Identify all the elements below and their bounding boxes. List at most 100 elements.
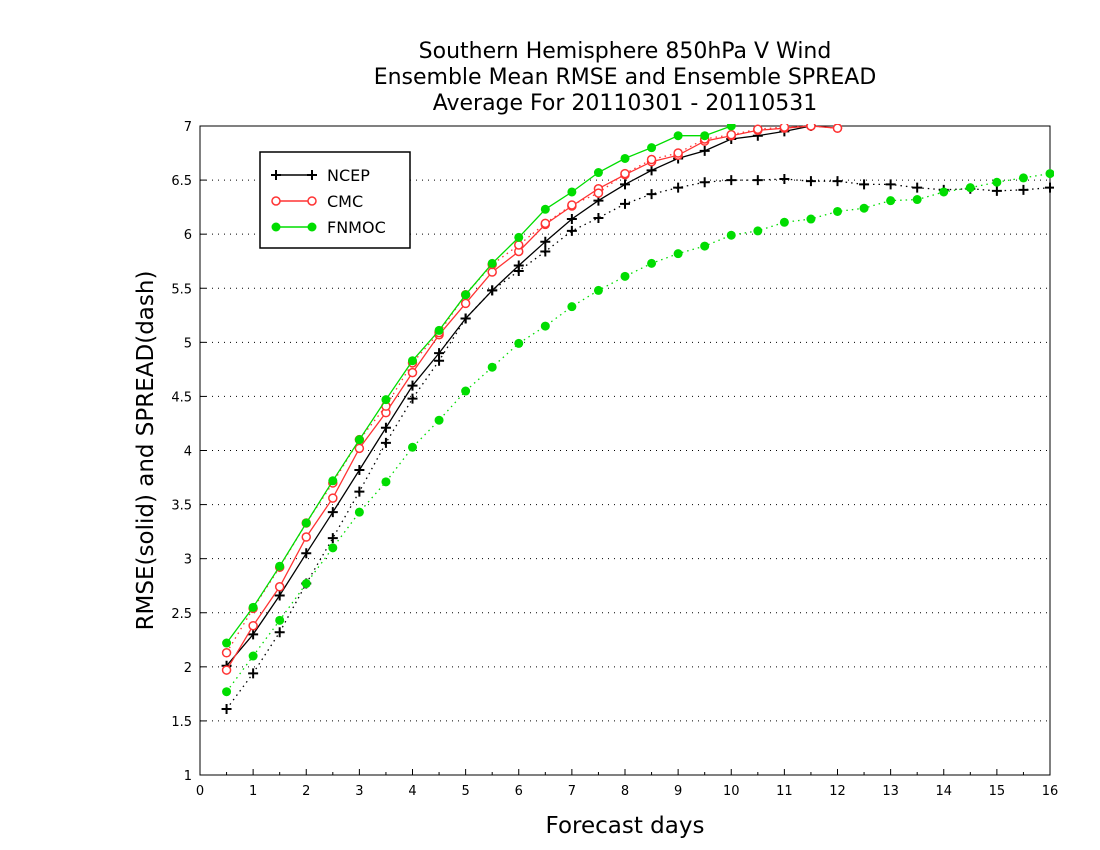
data-point <box>939 187 949 197</box>
data-point <box>487 258 497 268</box>
legend-marker <box>307 170 317 180</box>
series-line <box>226 172 1051 693</box>
series-line <box>226 125 732 644</box>
data-point <box>620 271 630 281</box>
data-point <box>647 143 657 153</box>
data-point <box>301 579 311 589</box>
data-point <box>327 533 338 544</box>
x-tick-label: 10 <box>723 784 740 799</box>
data-point <box>673 249 683 259</box>
y-axis-ticks: 1 1.5 2 2.5 3 3.5 4 4.5 5 5.5 6 6.5 7 <box>171 120 206 784</box>
data-point <box>327 507 338 518</box>
series-ncep-dotted <box>221 174 1054 715</box>
y-tick-label: 6.5 <box>171 174 192 189</box>
x-tick-label: 5 <box>461 784 469 799</box>
data-point <box>1045 182 1054 193</box>
data-point <box>434 325 444 335</box>
data-point <box>646 189 657 200</box>
data-point <box>460 298 471 309</box>
data-point <box>274 627 285 638</box>
data-point <box>726 230 736 240</box>
data-point <box>620 179 630 190</box>
data-point <box>328 493 338 503</box>
data-point <box>753 124 763 134</box>
data-point <box>274 590 285 601</box>
x-tick-label: 4 <box>408 784 416 799</box>
data-point <box>540 236 551 247</box>
data-point <box>567 302 577 312</box>
data-point <box>752 175 763 186</box>
y-tick-label: 3 <box>184 553 192 568</box>
data-point <box>514 240 524 250</box>
data-point <box>700 241 710 251</box>
data-point <box>461 386 471 396</box>
y-tick-label: 1 <box>184 769 192 784</box>
data-point <box>620 168 630 179</box>
data-point <box>328 476 338 486</box>
data-point <box>248 629 259 640</box>
data-point <box>646 154 657 165</box>
data-point <box>673 182 684 193</box>
data-point <box>487 285 498 296</box>
y-tick-label: 2.5 <box>171 607 192 622</box>
data-point <box>885 179 896 190</box>
data-point <box>461 290 471 300</box>
x-tick-label: 14 <box>935 784 952 799</box>
x-tick-label: 11 <box>776 784 793 799</box>
data-point <box>567 200 577 210</box>
x-tick-label: 15 <box>989 784 1006 799</box>
data-point <box>408 442 417 452</box>
data-point <box>328 543 338 553</box>
legend-marker <box>271 222 281 232</box>
data-point <box>540 321 550 331</box>
data-point <box>222 638 232 648</box>
x-tick-label: 0 <box>196 784 204 799</box>
data-point <box>779 174 790 185</box>
data-point <box>1045 169 1054 179</box>
legend-marker <box>271 196 281 206</box>
y-tick-label: 5.5 <box>171 282 192 297</box>
data-point <box>407 380 418 391</box>
data-point <box>620 153 630 163</box>
x-tick-label: 13 <box>882 784 899 799</box>
data-point <box>832 124 843 133</box>
x-tick-label: 2 <box>302 784 310 799</box>
data-point <box>567 187 577 197</box>
data-point <box>620 198 630 209</box>
data-point <box>301 532 311 542</box>
data-point <box>593 285 603 295</box>
legend-item-fnmoc: FNMOC <box>271 218 386 237</box>
data-point <box>407 367 418 378</box>
legend-marker <box>307 222 317 232</box>
series-layer <box>221 124 1054 715</box>
data-point <box>274 582 285 592</box>
data-point <box>248 602 258 612</box>
data-point <box>673 131 683 141</box>
data-point <box>832 176 843 187</box>
y-tick-label: 7 <box>184 120 192 135</box>
data-point <box>381 395 391 405</box>
data-point <box>886 196 896 206</box>
data-point <box>487 362 497 372</box>
data-point <box>779 217 789 227</box>
data-point <box>859 179 870 190</box>
data-point <box>221 648 232 658</box>
data-point <box>912 195 922 205</box>
data-point <box>700 131 710 141</box>
data-point <box>673 148 683 158</box>
data-point <box>354 464 365 475</box>
data-point <box>540 218 551 229</box>
data-point <box>248 620 258 631</box>
data-point <box>380 422 391 433</box>
data-point <box>354 435 364 445</box>
y-tick-label: 3.5 <box>171 499 192 514</box>
data-point <box>647 258 657 268</box>
legend: NCEP CMC FNMOC <box>259 151 411 249</box>
legend-item-cmc: CMC <box>271 192 363 211</box>
data-point <box>354 507 364 517</box>
legend-label: FNMOC <box>327 218 386 237</box>
data-point <box>221 704 232 715</box>
data-point <box>221 665 232 675</box>
y-tick-label: 5 <box>184 336 192 351</box>
series-fnmoc-solid <box>222 124 736 648</box>
